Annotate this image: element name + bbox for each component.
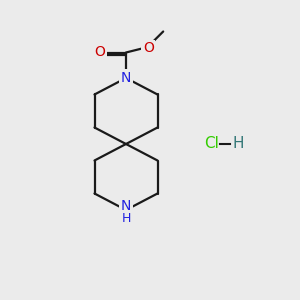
- Text: Cl: Cl: [204, 136, 219, 152]
- Text: H: H: [121, 212, 131, 225]
- Text: N: N: [121, 200, 131, 213]
- Text: O: O: [143, 41, 154, 55]
- Text: H: H: [232, 136, 244, 152]
- Text: N: N: [121, 71, 131, 85]
- Text: O: O: [94, 45, 105, 59]
